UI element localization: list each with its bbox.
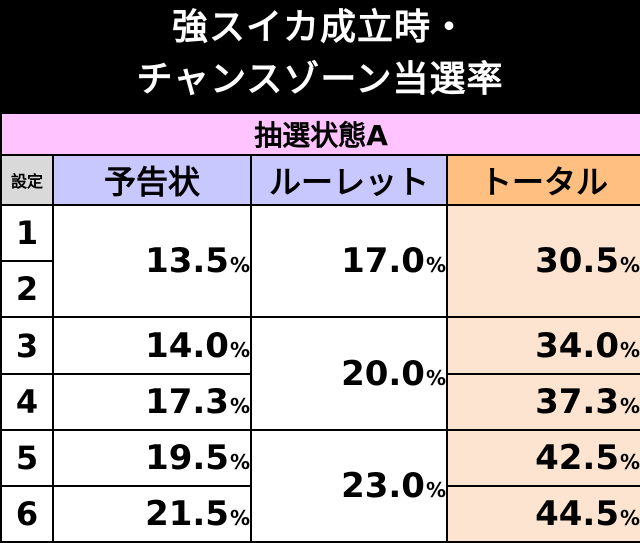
value-number: 14.0 <box>145 325 229 366</box>
roulette-value-5-6: 23.0% <box>250 428 448 543</box>
title-line-2: チャンスゾーン当選率 <box>136 59 504 100</box>
value-number: 30.5 <box>535 241 619 282</box>
setting-6: 6 <box>0 484 54 543</box>
setting-4: 4 <box>0 372 54 431</box>
value-number: 42.5 <box>535 437 619 478</box>
value-number: 44.5 <box>535 493 619 534</box>
yokoku-value-1-2: 13.5% <box>52 204 252 319</box>
percent-unit: % <box>229 337 250 362</box>
percent-unit: % <box>229 393 250 418</box>
value-number: 37.3 <box>535 381 619 422</box>
value-number: 17.0 <box>341 241 425 282</box>
setting-3: 3 <box>0 316 54 375</box>
value-number: 17.3 <box>145 381 229 422</box>
total-value-6: 44.5% <box>445 484 640 543</box>
total-value-1-2: 30.5% <box>445 204 640 319</box>
title-banner: 強スイカ成立時・ チャンスゾーン当選率 <box>0 0 640 112</box>
value-number: 19.5 <box>145 437 229 478</box>
probability-table: 抽選状態A 設定 予告状 ルーレット トータル 1 13.5% 17.0% 30… <box>0 111 640 543</box>
setting-2: 2 <box>0 260 54 319</box>
value-number: 20.0 <box>341 353 425 394</box>
lottery-state-label: 抽選状態A <box>0 111 640 157</box>
percent-unit: % <box>620 253 640 278</box>
percent-unit: % <box>425 365 446 390</box>
percent-unit: % <box>229 449 250 474</box>
percent-unit: % <box>620 449 640 474</box>
percent-unit: % <box>425 477 446 502</box>
setting-5: 5 <box>0 428 54 487</box>
total-value-4: 37.3% <box>445 372 640 431</box>
header-total: トータル <box>445 154 640 207</box>
title-line-1: 強スイカ成立時・ <box>171 7 468 48</box>
roulette-value-1-2: 17.0% <box>250 204 448 319</box>
header-setting: 設定 <box>0 154 54 207</box>
percent-unit: % <box>620 393 640 418</box>
header-roulette: ルーレット <box>250 154 448 207</box>
yokoku-value-5: 19.5% <box>52 428 252 487</box>
setting-1: 1 <box>0 204 54 263</box>
total-value-3: 34.0% <box>445 316 640 375</box>
value-number: 23.0 <box>341 465 425 506</box>
yokoku-value-6: 21.5% <box>52 484 252 543</box>
yokoku-value-4: 17.3% <box>52 372 252 431</box>
roulette-value-3-4: 20.0% <box>250 316 448 431</box>
percent-unit: % <box>620 337 640 362</box>
percent-unit: % <box>425 253 446 278</box>
yokoku-value-3: 14.0% <box>52 316 252 375</box>
percent-unit: % <box>620 505 640 530</box>
header-yokoku: 予告状 <box>52 154 252 207</box>
percent-unit: % <box>229 505 250 530</box>
value-number: 21.5 <box>145 493 229 534</box>
value-number: 13.5 <box>145 241 229 282</box>
total-value-5: 42.5% <box>445 428 640 487</box>
value-number: 34.0 <box>535 325 619 366</box>
percent-unit: % <box>229 253 250 278</box>
